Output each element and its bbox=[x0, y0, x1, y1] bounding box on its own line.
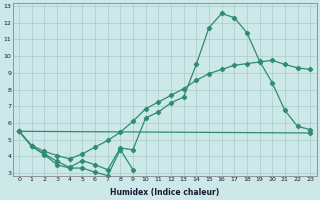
X-axis label: Humidex (Indice chaleur): Humidex (Indice chaleur) bbox=[110, 188, 219, 197]
